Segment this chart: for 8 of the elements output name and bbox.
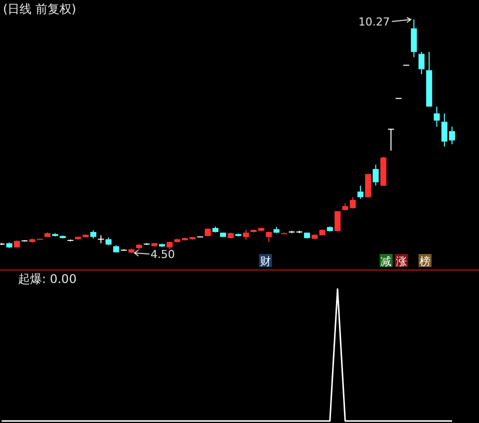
chart-title: 起爆: 0.00 [18, 272, 77, 286]
text: 减 [380, 255, 392, 268]
annotation: 10.27 [358, 16, 390, 28]
text: 榜 [420, 255, 431, 268]
text: 财 [260, 255, 272, 268]
text: 涨 [396, 255, 407, 268]
chart-title: (日线 前复权) [3, 2, 76, 16]
annotation: 4.50 [150, 248, 175, 261]
